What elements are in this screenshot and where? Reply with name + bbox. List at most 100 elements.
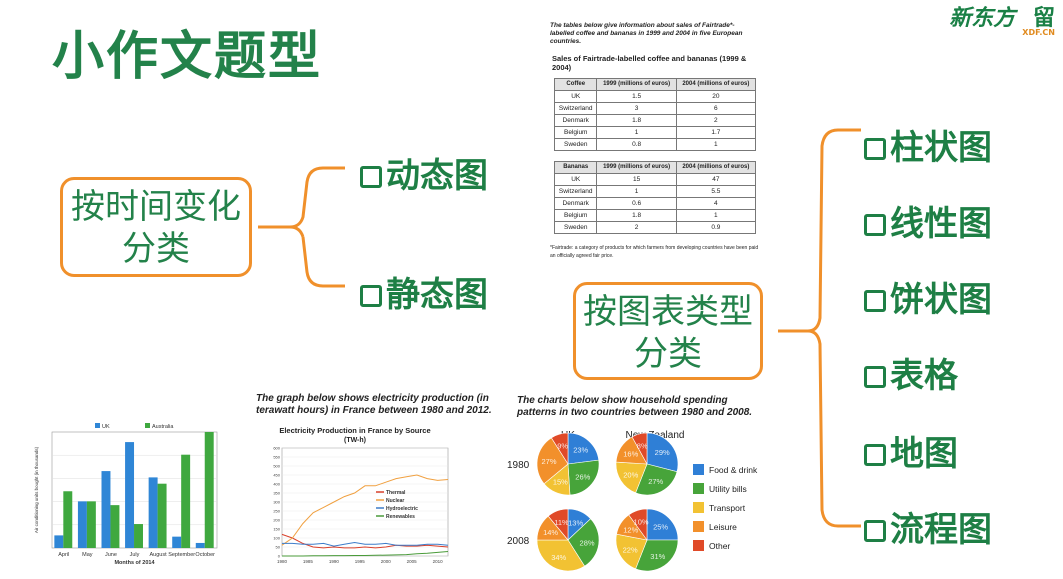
table-cell: UK <box>553 173 598 186</box>
y-tick-label: 600 <box>273 446 280 451</box>
bar-Australia-April <box>63 491 73 548</box>
x-tick-label: April <box>58 552 69 558</box>
table-cell: 1 <box>596 185 677 198</box>
pie-slice-Food & drink <box>646 508 679 541</box>
brand-logo: 新东方 留 XDF.CN <box>949 0 1055 37</box>
pie-slice-Other <box>628 508 648 541</box>
table-cell: 0.6 <box>596 197 677 210</box>
legend-swatch-UK <box>95 423 100 428</box>
pie-slice-label: 13% <box>568 518 583 527</box>
pie-slice-Utility bills <box>635 463 678 496</box>
table-cell: 1 <box>596 126 677 139</box>
pie-slice-Other <box>550 432 569 466</box>
legend-label-Transport: Transport <box>709 503 746 513</box>
checkbox-icon <box>864 520 886 542</box>
table-cell: 1.8 <box>596 114 677 127</box>
time-category-label-1: 按时间变化 <box>71 187 241 227</box>
bar-UK-October <box>195 542 205 548</box>
bar-Australia-May <box>86 501 96 548</box>
legend-swatch-Utility bills <box>693 483 704 494</box>
pie-slice-Utility bills <box>635 539 679 572</box>
table-row: UK 15 47 <box>553 173 757 186</box>
bar-UK-May <box>77 501 87 548</box>
pie-slice-Other <box>631 432 648 465</box>
bar-Australia-June <box>110 505 120 548</box>
y-tick-label: 100 <box>273 536 280 541</box>
coffee-table: Coffee 1999 (millions of euros) 2004 (mi… <box>553 78 757 151</box>
legend-label-Thermal: Thermal <box>386 490 406 496</box>
bar-UK-June <box>101 471 111 548</box>
x-tick-label: September <box>168 552 195 558</box>
table-cell: 1 <box>675 209 757 222</box>
pie-slice-label: 25% <box>653 522 668 531</box>
table-cell: 5.5 <box>675 185 757 198</box>
table-cell: 2 <box>675 114 757 127</box>
bar-chart: April May June July August September October Mo… <box>34 423 218 566</box>
bar-UK-September <box>172 536 182 548</box>
pie-slice-label: 31% <box>650 552 665 561</box>
pie-slice-Leisure <box>536 437 569 485</box>
pie-slice-Food & drink <box>646 432 679 473</box>
table-row: Denmark 1.8 2 <box>553 114 757 127</box>
pie-slice-label: 8% <box>637 441 648 450</box>
option-pie: 饼状图 <box>864 272 992 321</box>
legend-swatch-Australia <box>145 423 150 428</box>
option-table: 表格 <box>864 348 958 397</box>
col-1999: 1999 (millions of euros) <box>596 78 677 91</box>
legend-label-Hydroelectric: Hydroelectric <box>386 506 418 512</box>
pie-slice-label: 12% <box>623 526 638 535</box>
line-chart: Electricity Production in France by Sour… <box>273 426 449 564</box>
col-2004: 2004 (millions of euros) <box>675 161 757 174</box>
pie-slice-label: 29% <box>655 448 670 457</box>
pie-slice-Utility bills <box>567 459 600 496</box>
series-line-Hydroelectric <box>282 541 449 547</box>
legend-swatch-Other <box>693 540 704 551</box>
pie-slice-Other <box>547 508 569 541</box>
x-tick-label: October <box>195 552 215 558</box>
table-cell: Sweden <box>553 221 598 234</box>
table-cell: 6 <box>675 102 757 115</box>
pie-slice-label: 27% <box>648 477 663 486</box>
option-line: 线性图 <box>864 196 992 245</box>
coffee-header: Coffee <box>553 78 598 91</box>
bar-UK-July <box>125 442 135 548</box>
bar-Australia-July <box>134 524 143 548</box>
line-chart-caption: The graph below shows electricity produc… <box>256 393 492 416</box>
x-tick-label: May <box>82 552 93 558</box>
x-tick-label: 1985 <box>303 559 314 564</box>
pie-slice-Transport <box>615 461 648 494</box>
x-tick-label: July <box>130 552 140 558</box>
x-tick-label: 1980 <box>277 559 288 564</box>
pie-slice-Utility bills <box>567 518 600 567</box>
table-cell: 1.7 <box>675 126 757 139</box>
checkbox-icon <box>864 138 886 160</box>
pie-slice-label: 10% <box>634 518 649 527</box>
type-category-label-1: 按图表类型 <box>583 292 753 332</box>
legend-swatch-Transport <box>693 502 704 513</box>
bar-Australia-October <box>204 432 214 548</box>
logo-sub: XDF.CN <box>1022 28 1055 37</box>
y-tick-label: 500 <box>273 464 280 469</box>
legend-label-Leisure: Leisure <box>709 522 737 532</box>
y-tick-label: 150 <box>273 527 280 532</box>
y-tick-label: 450 <box>273 473 280 478</box>
table-cell: 1 <box>675 138 757 151</box>
y-tick-label: 200 <box>273 518 280 523</box>
series-line-Thermal <box>281 533 449 549</box>
x-tick-label: June <box>105 552 117 558</box>
pie-slice-label: 23% <box>573 446 588 455</box>
x-tick-label: August <box>150 552 168 558</box>
left-brace <box>258 166 345 288</box>
y-tick-label: 350 <box>273 491 280 496</box>
table-cell: Sweden <box>553 138 598 151</box>
x-tick-label: 2010 <box>433 559 444 564</box>
option-map: 地图 <box>864 426 958 475</box>
table-cell: 1.8 <box>596 209 677 222</box>
table-intro: The tables below give information about … <box>550 22 743 45</box>
type-category-label-2: 分类 <box>634 334 702 374</box>
pie-slice-label: 16% <box>623 450 638 459</box>
bananas-header: Bananas <box>553 161 598 174</box>
x-tick-label: 1990 <box>329 559 340 564</box>
legend-swatch-Leisure <box>693 521 704 532</box>
table-row: Switzerland 1 5.5 <box>553 185 757 198</box>
